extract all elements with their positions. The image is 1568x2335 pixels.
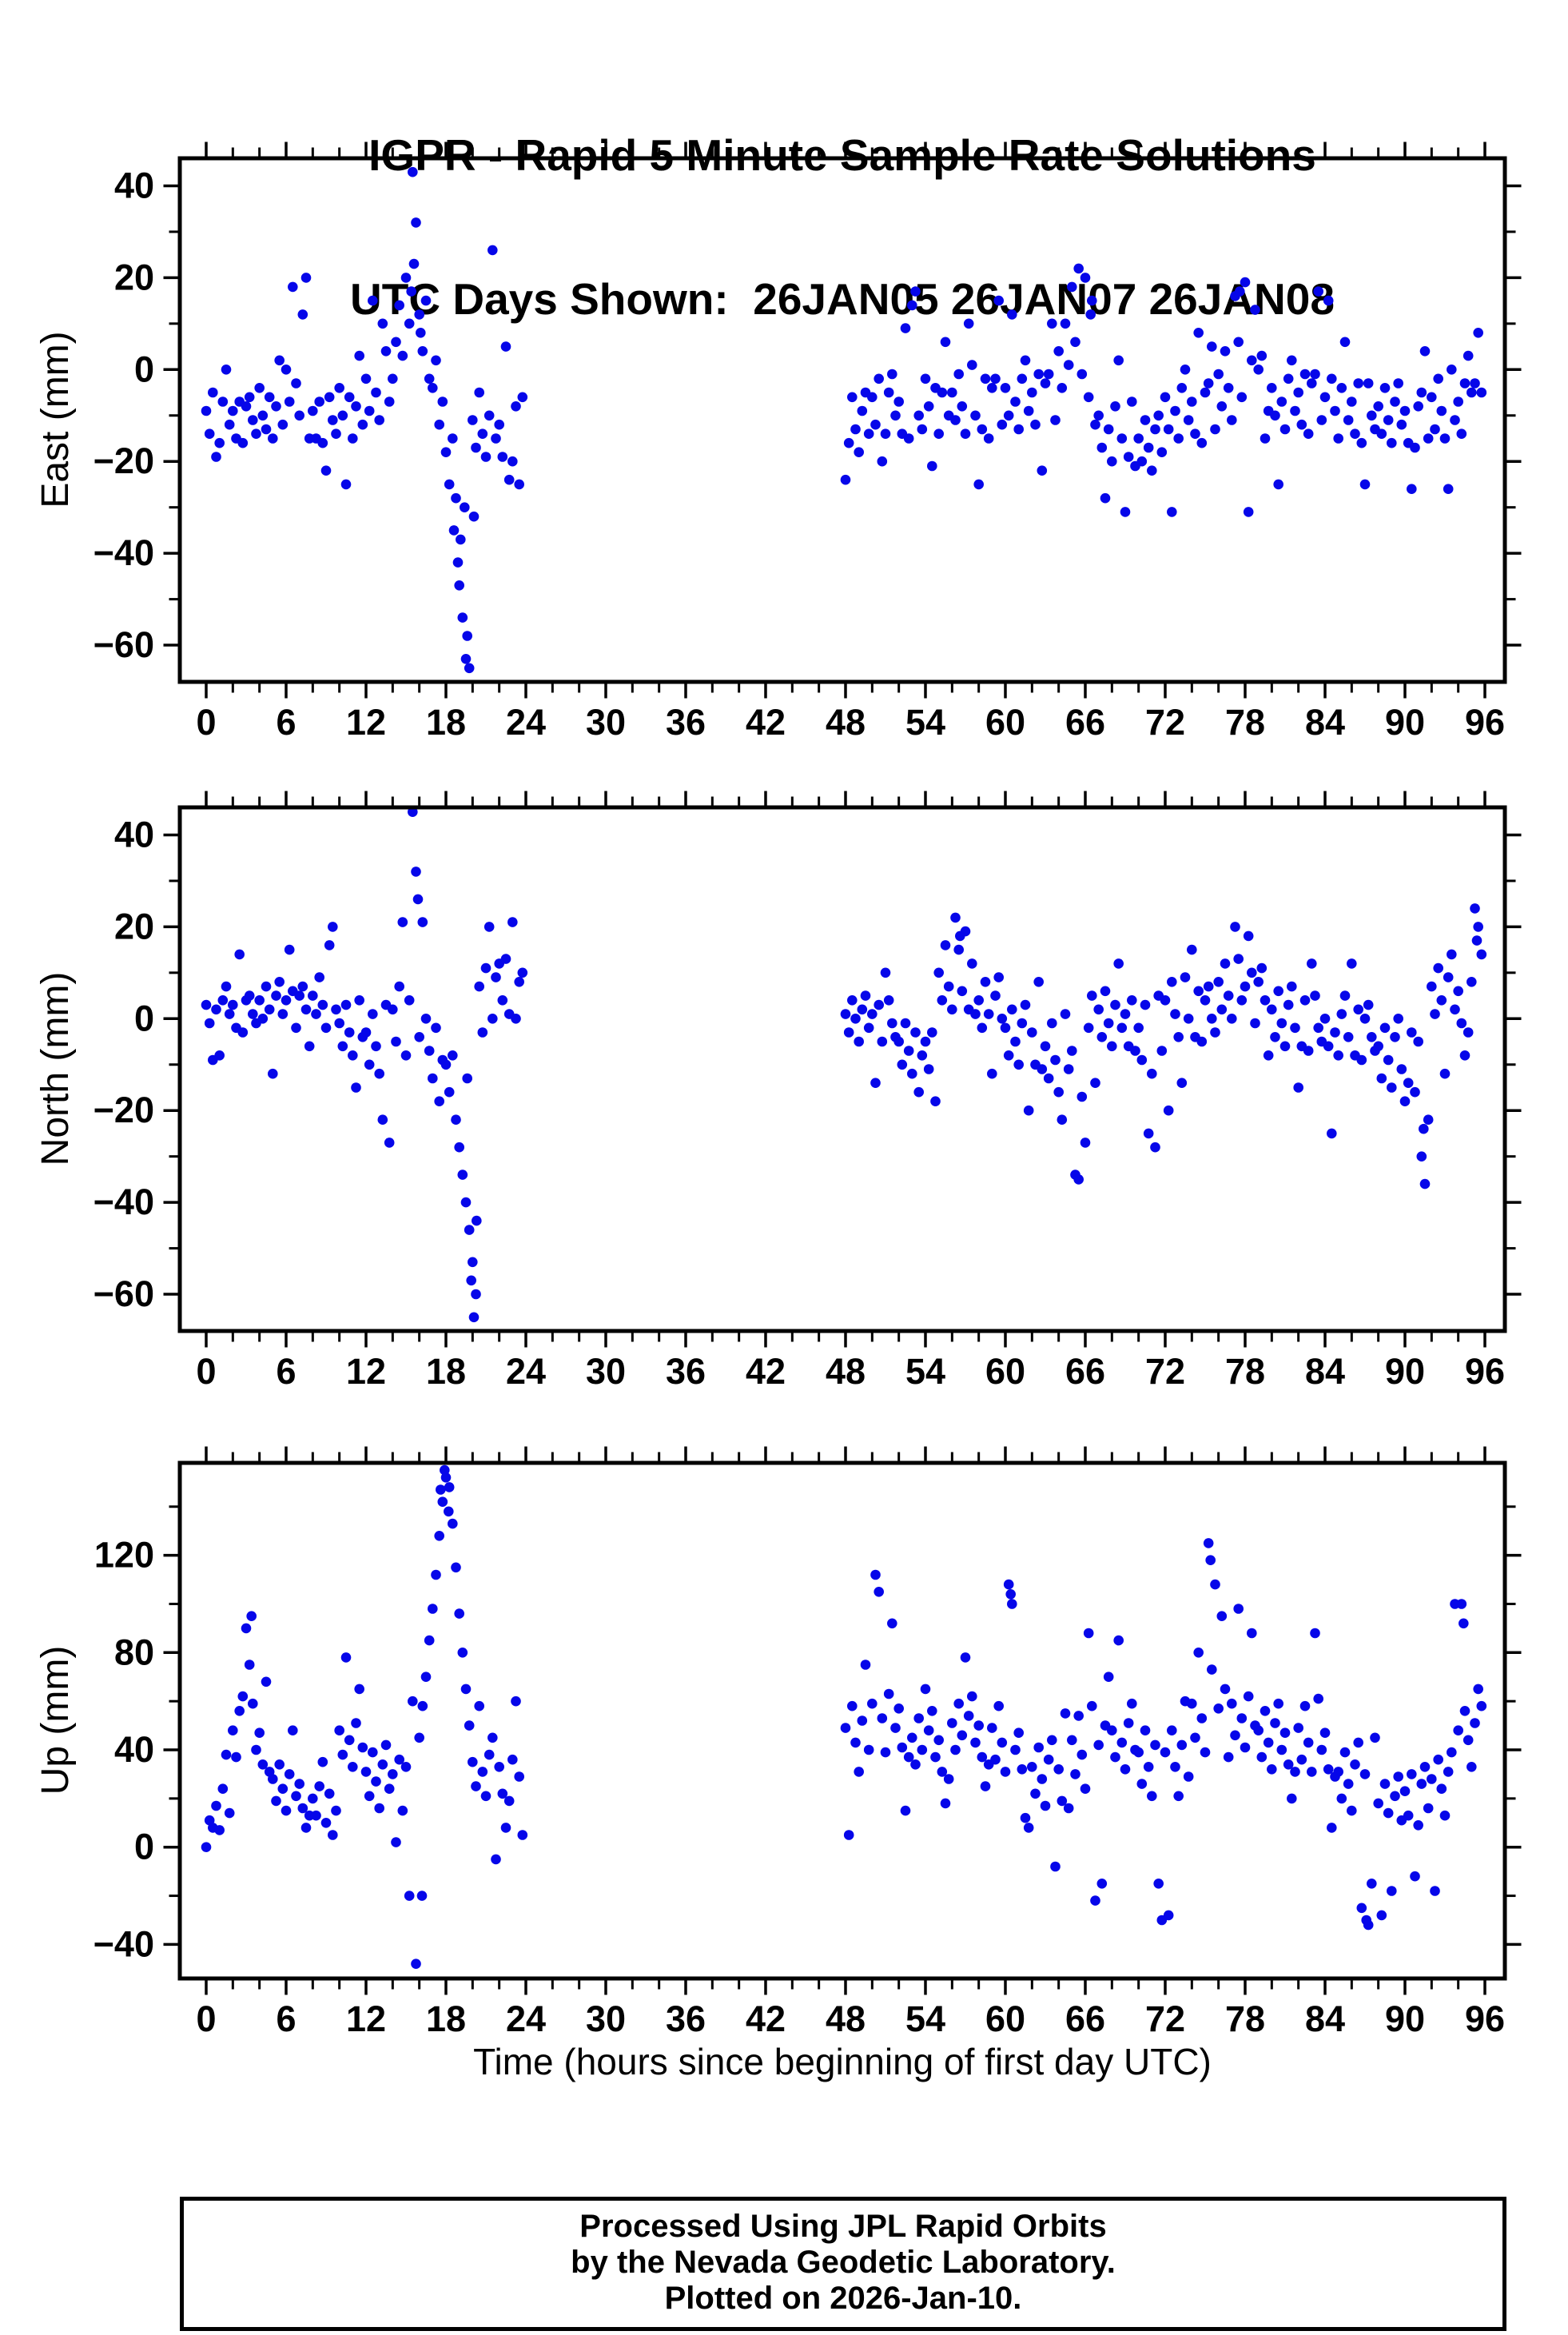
svg-text:0: 0 [196,702,216,743]
panel-east: 0 6 12 18 24 30 36 42 48 54 60 66 72 78 84 90 96 40 20 0 −20… [94,141,1522,743]
svg-text:24: 24 [506,1351,546,1392]
svg-text:−40: −40 [94,1923,154,1964]
svg-text:6: 6 [276,1998,296,2039]
svg-text:0: 0 [134,998,154,1038]
svg-text:60: 60 [985,1998,1025,2039]
svg-text:0: 0 [134,349,154,389]
svg-text:78: 78 [1225,1351,1265,1392]
panel-up: 0 6 12 18 24 30 36 42 48 54 60 66 72 78 84 90 96 120 80 40 0… [94,1446,1522,2039]
svg-text:78: 78 [1225,1998,1265,2039]
panel-north-frame [177,805,1507,1333]
svg-text:18: 18 [426,1998,466,2039]
svg-text:−20: −20 [94,1090,154,1130]
svg-text:60: 60 [985,702,1025,743]
svg-text:48: 48 [826,702,866,743]
svg-text:−60: −60 [94,1273,154,1314]
svg-text:54: 54 [905,702,945,743]
panel-north-ticks: 0 6 12 18 24 30 36 42 48 54 60 66 72 78 84 90 96 40 20 0 −20… [94,791,1522,1392]
svg-text:54: 54 [905,1998,945,2039]
footer-line2: by the Nevada Geodetic Laboratory. [571,2245,1116,2280]
svg-text:72: 72 [1145,702,1185,743]
svg-text:−20: −20 [94,440,154,481]
panel-north-points [201,807,1487,1323]
svg-text:42: 42 [746,1998,786,2039]
svg-text:30: 30 [586,1998,626,2039]
svg-text:48: 48 [826,1351,866,1392]
svg-text:90: 90 [1385,702,1425,743]
svg-text:120: 120 [94,1535,154,1576]
svg-text:12: 12 [346,1998,386,2039]
svg-text:6: 6 [276,702,296,743]
svg-text:12: 12 [346,702,386,743]
svg-text:30: 30 [586,1351,626,1392]
y-axis-title-east: East (mm) [34,331,77,508]
svg-text:54: 54 [905,1351,945,1392]
panel-up-frame [177,1460,1507,1981]
svg-text:36: 36 [666,702,706,743]
svg-text:0: 0 [196,1351,216,1392]
svg-text:0: 0 [196,1998,216,2039]
svg-text:80: 80 [114,1632,154,1672]
svg-text:72: 72 [1145,1998,1185,2039]
svg-text:66: 66 [1065,702,1105,743]
svg-text:40: 40 [114,165,154,205]
svg-text:90: 90 [1385,1998,1425,2039]
footer-line1: Processed Using JPL Rapid Orbits [579,2209,1107,2244]
svg-text:96: 96 [1465,1351,1505,1392]
svg-text:6: 6 [276,1351,296,1392]
svg-text:0: 0 [134,1827,154,1867]
y-axis-title-up: Up (mm) [34,1645,77,1795]
svg-text:24: 24 [506,1998,546,2039]
chart-title-line1: IGPR - Rapid 5 Minute Sample Rate Soluti… [368,130,1316,180]
svg-text:84: 84 [1305,1998,1345,2039]
svg-text:−40: −40 [94,532,154,573]
svg-text:48: 48 [826,1998,866,2039]
footer-line3: Plotted on 2026-Jan-10. [664,2281,1022,2316]
x-axis-title: Time (hours since beginning of first day… [473,2041,1212,2082]
svg-text:96: 96 [1465,1998,1505,2039]
svg-text:66: 66 [1065,1998,1105,2039]
svg-text:42: 42 [746,702,786,743]
panel-up-points [201,1464,1487,1969]
svg-text:60: 60 [985,1351,1025,1392]
svg-text:40: 40 [114,1729,154,1770]
svg-text:18: 18 [426,702,466,743]
panel-east-frame [177,156,1507,684]
panel-east-points [201,166,1487,674]
svg-text:30: 30 [586,702,626,743]
svg-text:20: 20 [114,257,154,297]
svg-text:36: 36 [666,1998,706,2039]
panel-up-ticks: 0 6 12 18 24 30 36 42 48 54 60 66 72 78 84 90 96 120 80 40 0… [94,1446,1522,2039]
svg-text:12: 12 [346,1351,386,1392]
panel-east-ticks: 0 6 12 18 24 30 36 42 48 54 60 66 72 78 84 90 96 40 20 0 −20… [94,141,1522,743]
svg-text:96: 96 [1465,702,1505,743]
svg-text:−40: −40 [94,1181,154,1222]
svg-text:−60: −60 [94,624,154,665]
svg-text:42: 42 [746,1351,786,1392]
svg-text:36: 36 [666,1351,706,1392]
svg-text:84: 84 [1305,1351,1345,1392]
svg-text:90: 90 [1385,1351,1425,1392]
svg-text:18: 18 [426,1351,466,1392]
panel-north: 0 6 12 18 24 30 36 42 48 54 60 66 72 78 84 90 96 40 20 0 −20… [94,791,1522,1392]
y-axis-title-north: North (mm) [34,971,77,1166]
svg-text:24: 24 [506,702,546,743]
svg-text:40: 40 [114,814,154,855]
svg-text:84: 84 [1305,702,1345,743]
svg-text:72: 72 [1145,1351,1185,1392]
svg-text:20: 20 [114,906,154,946]
svg-text:66: 66 [1065,1351,1105,1392]
svg-text:78: 78 [1225,702,1265,743]
footer-box: Processed Using JPL Rapid Orbits by the … [180,2197,1506,2331]
